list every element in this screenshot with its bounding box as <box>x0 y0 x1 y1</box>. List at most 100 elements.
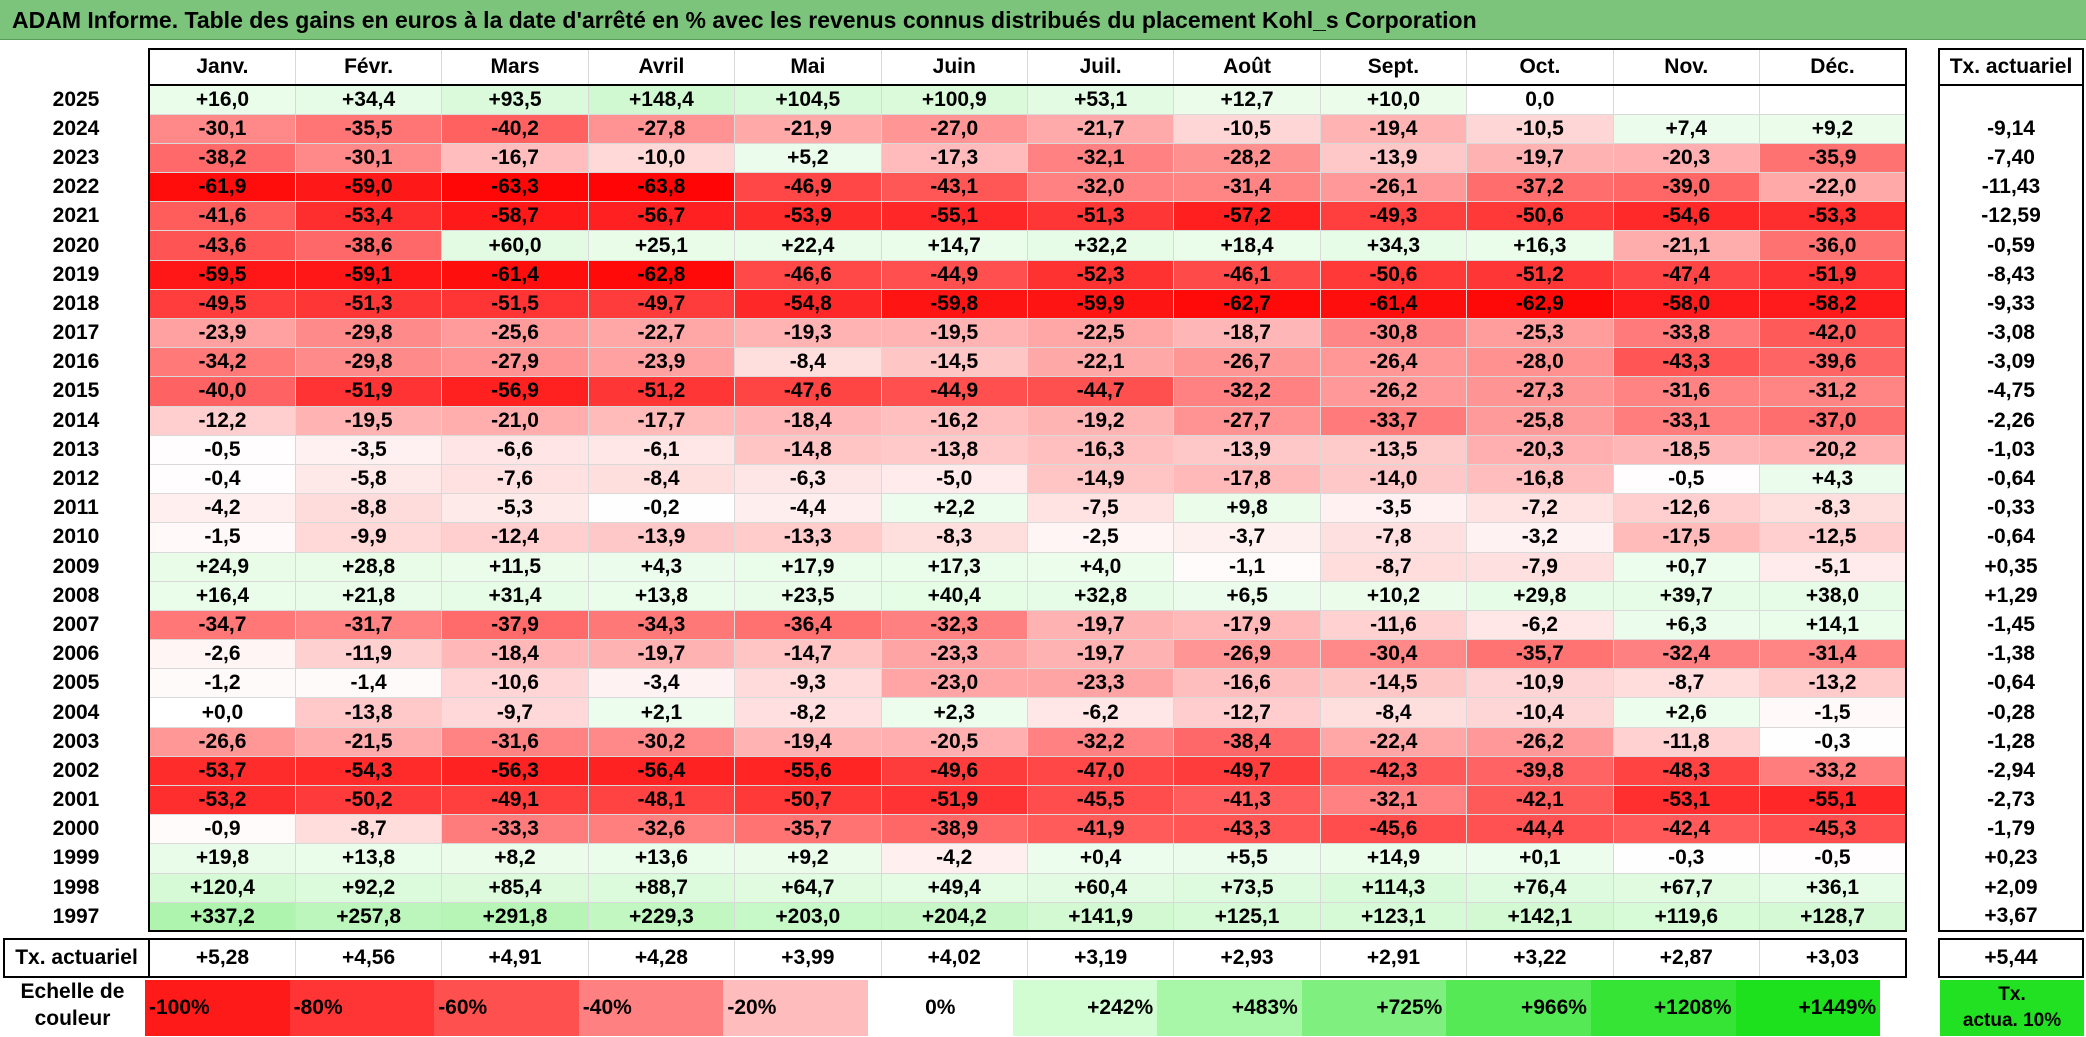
gain-cell: -57,2 <box>1173 201 1321 232</box>
gain-cell: -51,3 <box>294 288 443 320</box>
gain-cell: -9,9 <box>294 522 443 553</box>
gain-cell: -22,5 <box>1026 317 1175 349</box>
annual-rate-row: -0,59 <box>1938 230 2084 261</box>
annual-rate-row: -8,43 <box>1938 260 2084 290</box>
gain-cell: +39,7 <box>1612 580 1760 611</box>
annual-rate-cell: +0,35 <box>1938 552 2084 582</box>
gain-cell: -45,5 <box>1026 784 1175 816</box>
gain-cell: -35,7 <box>734 814 882 845</box>
gain-cell: -21,5 <box>294 726 443 757</box>
gain-cell: -21,0 <box>441 405 589 436</box>
gain-cell: -30,1 <box>147 113 296 144</box>
gain-cell: -20,3 <box>1466 434 1614 465</box>
year-label: 1997 <box>4 902 150 932</box>
annual-rate-row: -3,09 <box>1938 347 2084 377</box>
gain-cell: -17,3 <box>880 142 1028 174</box>
gain-cell: -39,8 <box>1466 755 1614 787</box>
gain-cell: -31,6 <box>1612 376 1760 407</box>
gain-cell: -6,2 <box>1466 609 1614 641</box>
month-header: Sept. <box>1319 48 1468 86</box>
gain-cell: -54,8 <box>734 288 882 320</box>
color-scale-label-line2: couleur <box>34 1007 111 1030</box>
gain-cell: -14,9 <box>1026 463 1175 495</box>
gain-cell: -25,6 <box>441 317 589 349</box>
annual-rate-cell: -9,33 <box>1938 289 2084 319</box>
gain-cell: -29,8 <box>294 317 443 349</box>
gain-cell: +10,0 <box>1319 84 1468 115</box>
gain-cell: -31,4 <box>1758 639 1907 670</box>
gain-cell: +9,2 <box>734 843 882 874</box>
table-row: 2011 -4,2 -8,8 -5,3 -0,2 -4,4 +2,2 -7,5 +9,8 -3,5… <box>4 493 1907 524</box>
gain-cell: -1,4 <box>294 668 443 699</box>
gain-cell: -56,7 <box>587 201 736 232</box>
annual-rate-row: -0,28 <box>1938 697 2084 728</box>
gain-cell: -44,9 <box>880 376 1028 407</box>
gain-cell: -46,9 <box>734 172 882 203</box>
gain-cell: -1,2 <box>147 668 296 699</box>
month-header: Mai <box>734 48 882 86</box>
gain-cell: -8,7 <box>294 814 443 845</box>
gain-cell: +25,1 <box>587 230 736 261</box>
gain-cell: -53,7 <box>147 755 296 787</box>
table-row: 2019 -59,5 -59,1 -61,4 -62,8 -46,6 -44,9 -52,3-… <box>4 259 1907 290</box>
gain-cell: +7,4 <box>1612 113 1760 144</box>
gain-cell: -10,5 <box>1173 113 1321 144</box>
gain-cell: +120,4 <box>147 872 296 903</box>
gain-cell: -56,9 <box>441 376 589 407</box>
color-scale-swatch: -20% <box>723 980 868 1036</box>
gain-cell: -0,3 <box>1758 726 1907 757</box>
gain-cell: -32,2 <box>1173 376 1321 407</box>
gain-cell: -9,7 <box>441 697 589 728</box>
gain-cell: +123,1 <box>1319 901 1468 933</box>
gain-cell: -51,2 <box>1466 259 1614 290</box>
gain-cell: -49,5 <box>147 288 296 320</box>
year-label: 2002 <box>4 756 150 786</box>
gain-cell: -51,2 <box>587 376 736 407</box>
table-row: 2016 -34,2 -29,8 -27,9 -23,9 -8,4 -14,5 -22,1 -2… <box>4 347 1907 378</box>
gain-cell: -44,7 <box>1026 376 1175 407</box>
annual-rate-cell: +2,09 <box>1938 873 2084 903</box>
gain-cell: -13,3 <box>734 522 882 553</box>
gain-cell: -48,3 <box>1612 755 1760 787</box>
gain-cell: -31,4 <box>1173 172 1321 203</box>
gain-cell: -26,9 <box>1173 639 1321 670</box>
gain-cell: -22,0 <box>1758 172 1907 203</box>
gain-cell: -14,5 <box>880 347 1028 378</box>
annual-rate-cell: -2,26 <box>1938 406 2084 436</box>
gain-cell: -26,7 <box>1173 347 1321 378</box>
gain-cell: -21,7 <box>1026 113 1175 144</box>
gain-cell: -51,9 <box>294 376 443 407</box>
gain-cell: -14,0 <box>1319 463 1468 495</box>
annual-rate-row: +3,67 <box>1938 902 2084 933</box>
gain-cell: -14,7 <box>734 639 882 670</box>
gain-cell: -32,0 <box>1026 172 1175 203</box>
gain-cell: +114,3 <box>1319 872 1468 903</box>
annual-rate-row: -0,64 <box>1938 668 2084 698</box>
gain-cell: +14,1 <box>1758 609 1907 641</box>
gain-cell: 0,0 <box>1466 84 1614 115</box>
year-label: 2019 <box>4 260 150 290</box>
gain-cell: -53,2 <box>147 784 296 816</box>
gain-cell: -19,4 <box>734 726 882 757</box>
year-label: 2017 <box>4 318 150 348</box>
actuarial-rate-row: Tx. actuariel +5,28 +4,56 +4,91 +4,28 +3,99 +4… <box>3 938 1907 979</box>
month-header: Févr. <box>294 48 443 86</box>
month-header: Juil. <box>1026 48 1175 86</box>
table-row: 2022 -61,9 -59,0 -63,3 -63,8 -46,9 -43,1 -32,0-… <box>4 172 1907 203</box>
actuarial-rate-label: Tx. actuariel <box>3 938 150 979</box>
annual-rate-cell: -12,59 <box>1938 201 2084 231</box>
year-label: 2021 <box>4 201 150 231</box>
annual-rate-cell: -0,64 <box>1938 668 2084 698</box>
gain-cell: -4,4 <box>734 493 882 524</box>
gain-cell: -28,0 <box>1466 347 1614 378</box>
gain-cell: -25,3 <box>1466 317 1614 349</box>
annual-rate-cell: -2,73 <box>1938 785 2084 815</box>
gain-cell: +4,3 <box>1758 463 1907 495</box>
gain-cell: -23,3 <box>1026 668 1175 699</box>
gain-cell: -26,6 <box>147 726 296 757</box>
gain-cell: -31,6 <box>441 726 589 757</box>
gain-cell: -8,4 <box>1319 697 1468 728</box>
gain-cell: -8,8 <box>294 493 443 524</box>
gain-cell: -10,0 <box>587 142 736 174</box>
gain-cell: -53,1 <box>1612 784 1760 816</box>
